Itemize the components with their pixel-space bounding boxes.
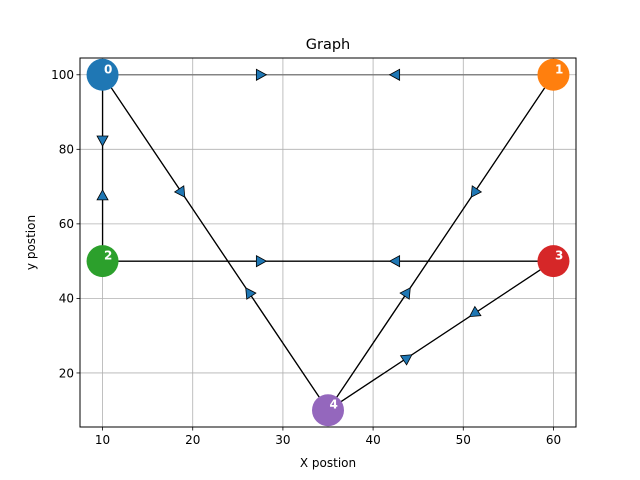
edge-arrow xyxy=(255,68,268,81)
nodes: 0 1 2 3 4 xyxy=(86,58,570,427)
y-tick-label: 20 xyxy=(59,366,74,380)
edges xyxy=(101,74,554,411)
x-tick-label: 60 xyxy=(546,433,561,447)
node-label: 1 xyxy=(555,62,563,76)
node-label: 2 xyxy=(104,249,112,263)
chart-title: Graph xyxy=(306,37,350,53)
edge-arrow-head xyxy=(245,287,257,300)
edge-arrow xyxy=(468,305,482,318)
edge-arrow xyxy=(245,287,257,300)
edge-arrow xyxy=(173,185,186,198)
x-tick-label: 20 xyxy=(185,433,200,447)
edge-arrow-head xyxy=(96,135,109,147)
edge-arrow xyxy=(399,354,413,366)
edge-line xyxy=(102,74,329,411)
edge-arrow-head xyxy=(255,68,268,81)
edge-arrow xyxy=(399,287,411,300)
edge-arrow-head xyxy=(399,287,411,300)
y-tick-label: 40 xyxy=(59,292,74,306)
edge-arrow xyxy=(470,185,483,198)
edge-arrow-head xyxy=(173,185,186,198)
axis-ticks: 10 20 30 40 50 60 20 40 60 80 100 xyxy=(51,68,561,447)
edge-arrow-head xyxy=(399,354,413,366)
edge-arrow-head xyxy=(255,254,268,268)
edge-arrow xyxy=(388,68,401,81)
y-tick-label: 60 xyxy=(59,217,74,231)
edge-arrow xyxy=(96,189,109,201)
edge-line xyxy=(327,260,554,411)
node-label: 0 xyxy=(104,62,112,76)
x-tick-label: 10 xyxy=(95,433,110,447)
edge-arrow-head xyxy=(388,254,401,268)
edge-arrow-head xyxy=(388,68,401,81)
edge-arrow xyxy=(255,254,268,268)
edge-arrow-head xyxy=(96,189,109,201)
node-label: 3 xyxy=(555,249,563,263)
edge-arrow-head xyxy=(470,185,483,198)
x-tick-label: 40 xyxy=(365,433,380,447)
edge-arrows xyxy=(96,68,483,366)
node-marker xyxy=(537,245,570,278)
node-marker xyxy=(537,58,570,91)
y-axis-label: y postion xyxy=(24,215,38,270)
edge-arrow xyxy=(96,135,109,147)
node-label: 4 xyxy=(330,398,338,412)
plot-frame xyxy=(79,57,577,428)
edge-arrow-head xyxy=(468,305,482,318)
edge-arrow xyxy=(388,254,401,268)
y-tick-label: 80 xyxy=(59,143,74,157)
edge-line xyxy=(327,74,554,411)
x-tick-label: 50 xyxy=(456,433,471,447)
node-marker xyxy=(86,58,119,91)
node-marker xyxy=(86,245,119,278)
y-tick-label: 100 xyxy=(51,68,74,82)
x-axis-label: X postion xyxy=(300,456,356,470)
x-tick-label: 30 xyxy=(275,433,290,447)
node-marker xyxy=(312,394,344,427)
